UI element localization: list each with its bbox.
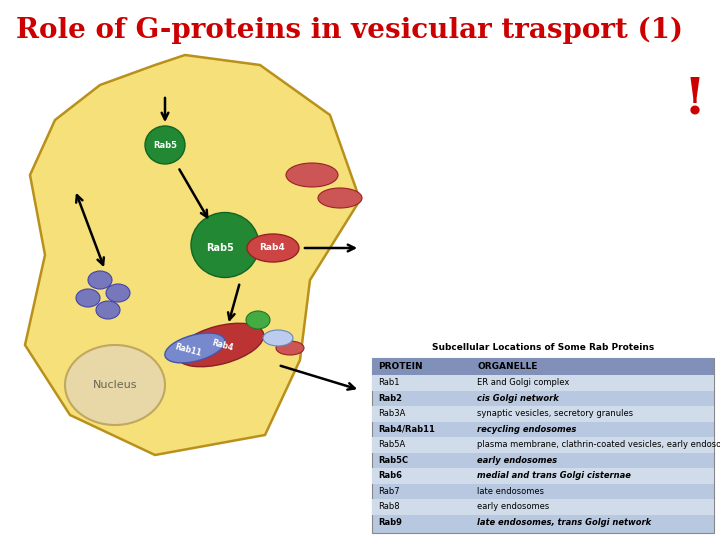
Text: cis Golgi network: cis Golgi network (477, 394, 559, 403)
Text: Rab5C: Rab5C (378, 456, 408, 465)
Text: Rab6: Rab6 (378, 471, 402, 480)
Text: ER and Golgi complex: ER and Golgi complex (477, 378, 570, 387)
Text: medial and trans Golgi cisternae: medial and trans Golgi cisternae (477, 471, 631, 480)
Ellipse shape (286, 163, 338, 187)
FancyBboxPatch shape (372, 437, 714, 453)
Text: late endosomes: late endosomes (477, 487, 544, 496)
Text: early endosomes: early endosomes (477, 456, 557, 465)
FancyBboxPatch shape (372, 499, 714, 515)
Text: Subcellular Locations of Some Rab Proteins: Subcellular Locations of Some Rab Protei… (432, 343, 654, 352)
Ellipse shape (165, 333, 225, 363)
Text: Rab4: Rab4 (210, 338, 234, 352)
FancyBboxPatch shape (372, 358, 714, 375)
Text: ORGANELLE: ORGANELLE (477, 362, 537, 371)
Text: recycling endosomes: recycling endosomes (477, 425, 577, 434)
Ellipse shape (191, 213, 259, 278)
Text: Rab3A: Rab3A (378, 409, 405, 418)
Ellipse shape (246, 311, 270, 329)
Ellipse shape (76, 289, 100, 307)
Text: Rab4: Rab4 (259, 244, 285, 253)
Ellipse shape (96, 301, 120, 319)
Text: Rab5: Rab5 (206, 243, 234, 253)
Polygon shape (25, 55, 360, 455)
Text: Rab1: Rab1 (378, 378, 400, 387)
Text: Rab11: Rab11 (174, 342, 202, 358)
Ellipse shape (276, 341, 304, 355)
Text: Rab2: Rab2 (378, 394, 402, 403)
Text: Rab7: Rab7 (378, 487, 400, 496)
Text: late endosomes, trans Golgi network: late endosomes, trans Golgi network (477, 518, 652, 526)
Ellipse shape (247, 234, 299, 262)
Text: Nucleus: Nucleus (93, 380, 138, 390)
Text: Role of G-proteins in vesicular trasport (1): Role of G-proteins in vesicular trasport… (17, 16, 683, 44)
Ellipse shape (145, 126, 185, 164)
FancyBboxPatch shape (372, 375, 714, 390)
Text: !: ! (684, 76, 706, 125)
Text: Rab5A: Rab5A (378, 440, 405, 449)
FancyBboxPatch shape (372, 468, 714, 483)
Ellipse shape (318, 188, 362, 208)
FancyBboxPatch shape (372, 406, 714, 422)
Ellipse shape (65, 345, 165, 425)
Ellipse shape (263, 330, 293, 346)
Text: Rab4/Rab11: Rab4/Rab11 (378, 425, 435, 434)
Ellipse shape (176, 323, 264, 367)
Text: synaptic vesicles, secretory granules: synaptic vesicles, secretory granules (477, 409, 633, 418)
Text: Rab5: Rab5 (153, 140, 177, 150)
Text: plasma membrane, clathrin-coated vesicles, early endosomes: plasma membrane, clathrin-coated vesicle… (477, 440, 720, 449)
Text: early endosomes: early endosomes (477, 502, 549, 511)
Ellipse shape (88, 271, 112, 289)
Text: Rab9: Rab9 (378, 518, 402, 526)
FancyBboxPatch shape (372, 358, 714, 533)
Text: Rab8: Rab8 (378, 502, 400, 511)
Text: PROTEIN: PROTEIN (378, 362, 423, 371)
Ellipse shape (106, 284, 130, 302)
